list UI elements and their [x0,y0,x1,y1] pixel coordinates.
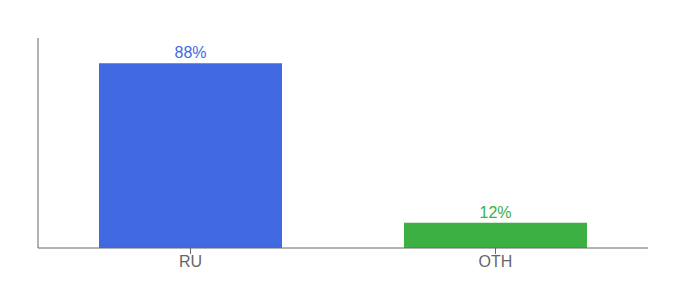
svg-text:12%: 12% [479,204,511,221]
svg-text:88%: 88% [174,44,206,61]
svg-text:RU: RU [179,253,202,270]
svg-text:OTH: OTH [479,253,513,270]
